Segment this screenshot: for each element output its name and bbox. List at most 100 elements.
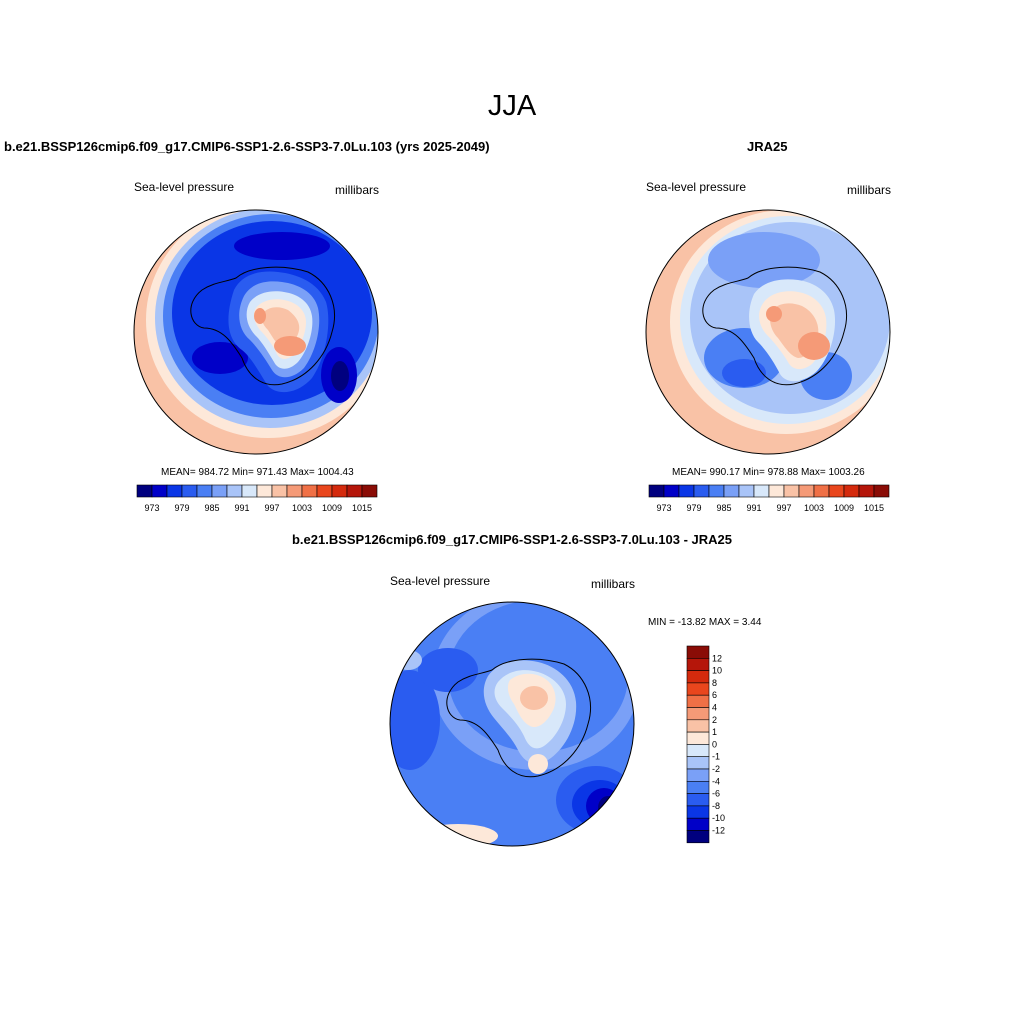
panel1-colorbar-tick-label: 1009 (322, 503, 342, 513)
panel2-colorbar-tick-label: 985 (716, 503, 731, 513)
panel1-colorbar-tick-label: 1015 (352, 503, 372, 513)
panel3-colorbar-box (686, 645, 710, 659)
p3-coastline (446, 658, 592, 778)
p2-high-west (766, 306, 782, 322)
panel3-colorbar-box (686, 694, 710, 708)
p3-high-south (418, 824, 498, 846)
p3-high-core (520, 686, 548, 710)
p3-low-west (390, 670, 440, 770)
panel2-colorbar-tick-label: 979 (686, 503, 701, 513)
panel3-colorbar-box (686, 719, 710, 733)
panel2-colorbar-tick-label: 991 (746, 503, 761, 513)
panel3-colorbar-tick-label: 2 (712, 715, 717, 725)
panel1-colorbar-box (181, 484, 198, 498)
panel2-colorbar-box (693, 484, 710, 498)
panel3-colorbar-tick-label: 0 (712, 739, 717, 749)
panel2-variable-label: Sea-level pressure (646, 180, 747, 194)
panel2-colorbar-box (648, 484, 665, 498)
panel3-colorbar-tick-label: -10 (712, 813, 725, 823)
panel3-colorbar-box (686, 768, 710, 782)
panel2-stats: MEAN= 990.17 Min= 978.88 Max= 1003.26 (672, 467, 865, 478)
p1-high-core (274, 336, 306, 356)
p1-low-north (234, 232, 330, 260)
p1-low-east-core (331, 361, 349, 391)
panel2-colorbar-box (783, 484, 800, 498)
panel1-colorbar-box (256, 484, 273, 498)
panel2-colorbar-tick-label: 973 (656, 503, 671, 513)
panel1-colorbar-box (136, 484, 153, 498)
panel2-colorbar-tick-label: 1015 (864, 503, 884, 513)
panel3-colorbar-box (686, 682, 710, 696)
panel2-colorbar-ticks: 973 979 985 991 997 1003 1009 1015 (656, 503, 884, 513)
panel3-colorbar-box (686, 731, 710, 745)
panel3-colorbar-tick-label: 12 (712, 653, 722, 663)
panel3-stats: MIN = -13.82 MAX = 3.44 (648, 617, 762, 628)
panel1-units-label: millibars (335, 183, 380, 197)
panel3-colorbar-tick-label: 4 (712, 703, 717, 713)
panel2-colorbar-box (723, 484, 740, 498)
panel2-colorbar-box (738, 484, 755, 498)
panel2-colorbar-box (753, 484, 770, 498)
panel1-colorbar-box (286, 484, 303, 498)
panel2-polar-map (645, 209, 891, 455)
panel1-stats: MEAN= 984.72 Min= 971.43 Max= 1004.43 (161, 467, 354, 478)
panel3-colorbar-box (686, 658, 710, 671)
panel3-variable-label: Sea-level pressure (390, 574, 491, 588)
panel3-colorbar-box (686, 744, 710, 758)
p2-high-core (798, 332, 830, 360)
panel3-colorbar-tick-label: -6 (712, 789, 720, 799)
panel3-colorbar-tick-label: -12 (712, 826, 725, 836)
panel1-title: b.e21.BSSP126cmip6.f09_g17.CMIP6-SSP1-2.… (4, 139, 490, 154)
panel2-colorbar-box (768, 484, 785, 498)
panel2-colorbar-box (873, 484, 890, 498)
panel1-colorbar-box (196, 484, 213, 498)
panel3-colorbar-tick-label: -1 (712, 752, 720, 762)
panel2-colorbar-box (678, 484, 695, 498)
panel1-colorbar-tick-label: 985 (204, 503, 219, 513)
panel3-polar-map (389, 601, 635, 847)
panel2-title: JRA25 (747, 139, 788, 154)
panel1-colorbar-box (226, 484, 243, 498)
panel2-colorbar-boxes (648, 484, 890, 498)
panel2-colorbar-tick-label: 1003 (804, 503, 824, 513)
panel1-colorbar-box (241, 484, 258, 498)
panel2-colorbar-tick-label: 1009 (834, 503, 854, 513)
panel3-colorbar-tick-label: -4 (712, 776, 720, 786)
panel1-colorbar: 973 979 985 991 997 1003 1009 1015 (136, 484, 378, 513)
panel3-colorbar-box (686, 781, 710, 794)
panel1-colorbar-boxes (136, 484, 378, 498)
panel3-colorbar-boxes (686, 645, 710, 844)
p2-low-north (708, 232, 820, 288)
panel3-colorbar-tick-label: 10 (712, 666, 722, 676)
panel2-colorbar-box (843, 484, 860, 498)
p3-high-east (528, 754, 548, 774)
panel3-colorbar-box (686, 670, 710, 684)
p2-low-west-core (722, 359, 766, 387)
panel1-colorbar-tick-label: 991 (234, 503, 249, 513)
p2-coastline (702, 266, 848, 386)
panel2-units-label: millibars (847, 183, 892, 197)
panel3-colorbar-tick-label: -2 (712, 764, 720, 774)
panel2-colorbar-box (708, 484, 725, 498)
panel3-colorbar-box (686, 707, 710, 721)
panel1-colorbar-box (211, 484, 228, 498)
panel3-colorbar-tick-label: -8 (712, 801, 720, 811)
p3-low-southeast-3 (586, 788, 622, 824)
panel1-colorbar-box (166, 484, 183, 498)
panel2-colorbar-box (858, 484, 875, 498)
panel3-colorbar-box (686, 793, 710, 807)
panel1-colorbar-tick-label: 979 (174, 503, 189, 513)
p3-low-northwest (418, 648, 478, 692)
panel3-colorbar-tick-label: 8 (712, 678, 717, 688)
p2-map-border (645, 209, 891, 455)
panel3-colorbar-box (686, 756, 710, 770)
panel2-colorbar-box (828, 484, 845, 498)
panel1-colorbar-box (316, 484, 333, 498)
p1-high-west (254, 308, 266, 324)
panel3-colorbar-box (686, 805, 710, 819)
panel1-colorbar-box (331, 484, 348, 498)
panel2-colorbar-box (798, 484, 815, 498)
panel1-colorbar-box (361, 484, 378, 498)
